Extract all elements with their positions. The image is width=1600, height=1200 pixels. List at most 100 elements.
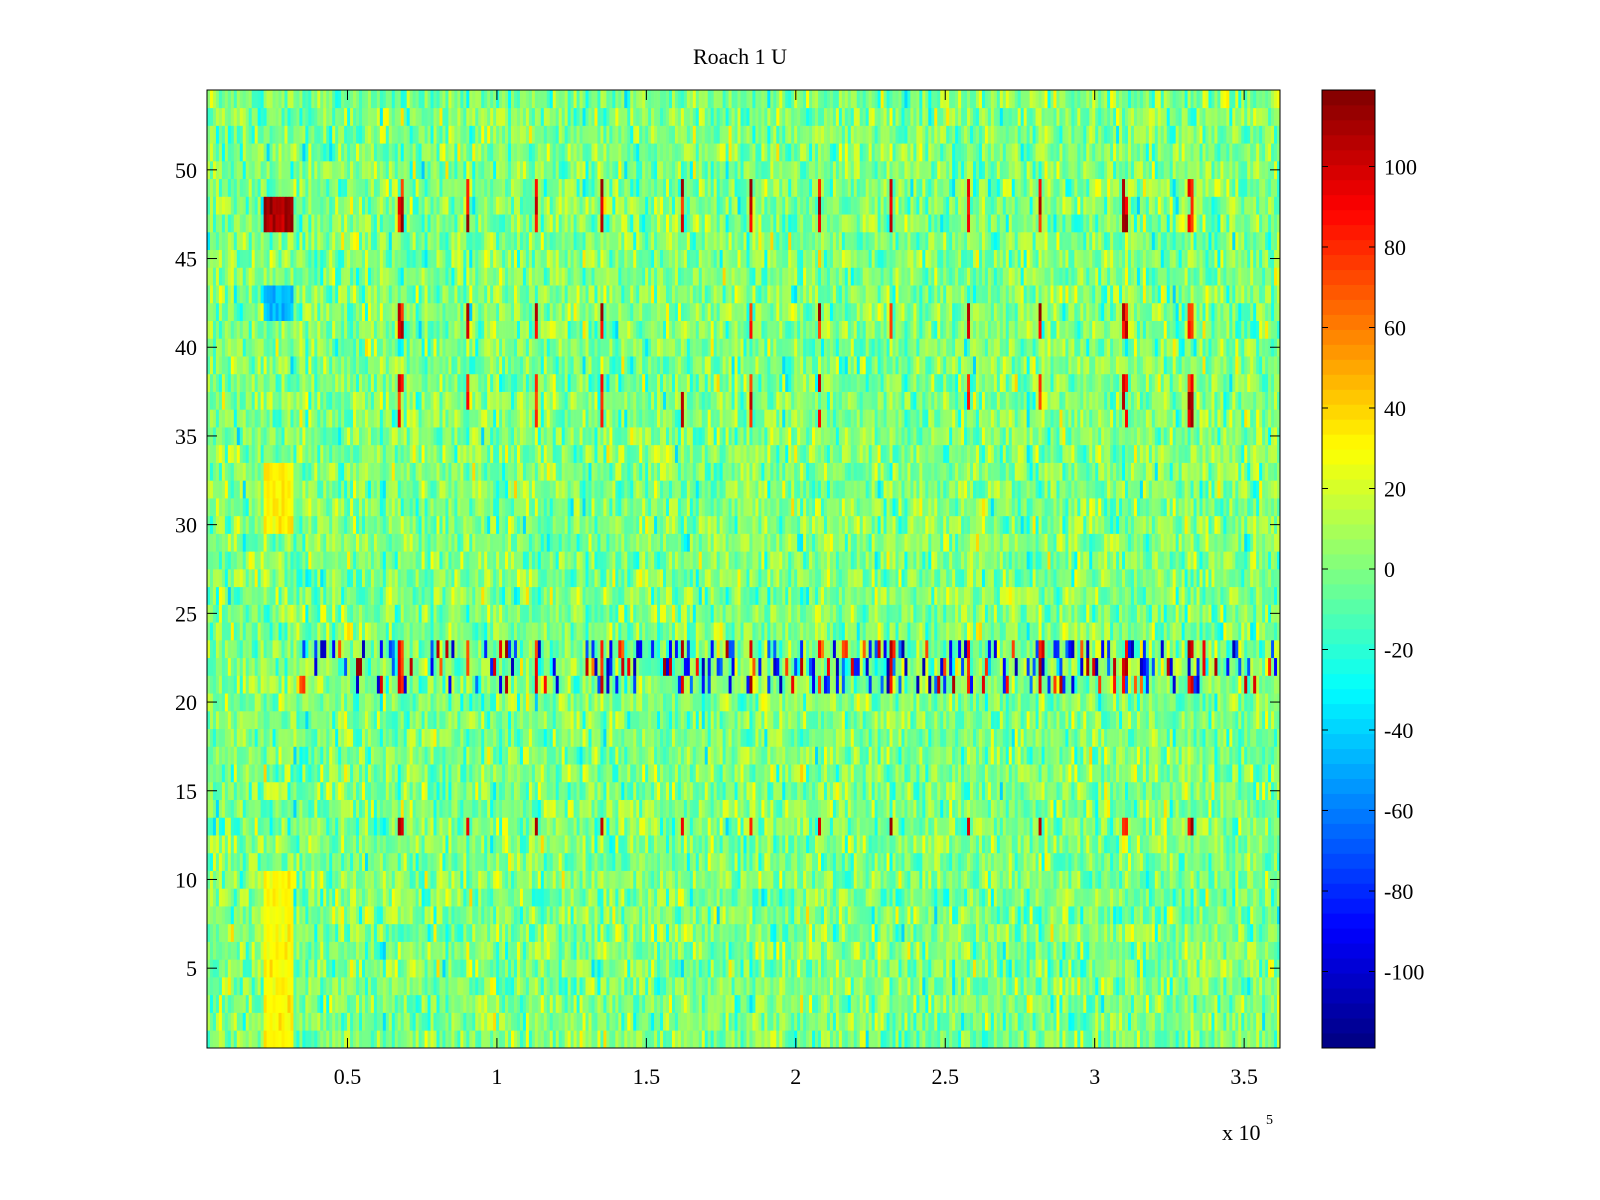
heatmap-cell: [919, 977, 923, 996]
heatmap-cell: [1196, 852, 1200, 871]
heatmap-cell: [1077, 870, 1081, 889]
heatmap-cell: [433, 941, 437, 960]
heatmap-cell: [764, 906, 768, 925]
heatmap-cell: [829, 994, 834, 1013]
heatmap-cell: [692, 1012, 697, 1031]
heatmap-cell: [761, 888, 765, 907]
heatmap-cell: [1011, 941, 1016, 960]
heatmap-cell: [305, 799, 309, 818]
heatmap-cell: [469, 977, 473, 996]
heatmap-cell: [666, 835, 670, 854]
heatmap-cell: [1127, 1030, 1132, 1049]
heatmap-cell: [391, 923, 396, 942]
heatmap-cell: [463, 888, 467, 907]
heatmap-cell: [508, 852, 512, 871]
heatmap-cell: [835, 1012, 840, 1031]
heatmap-cell: [1220, 1030, 1224, 1049]
heatmap-cell: [838, 870, 843, 889]
heatmap-cell: [251, 994, 256, 1013]
heatmap-cell: [1205, 1030, 1209, 1049]
heatmap-cell: [412, 852, 416, 871]
heatmap-cell: [224, 852, 229, 871]
heatmap-cell: [1199, 870, 1203, 889]
heatmap-cell: [549, 994, 554, 1013]
heatmap-cell: [686, 852, 691, 871]
heatmap-cell: [546, 994, 551, 1013]
heatmap-cell: [1062, 941, 1066, 960]
heatmap-cell: [856, 906, 861, 925]
heatmap-cell: [975, 1012, 980, 1031]
heatmap-cell: [806, 852, 810, 871]
heatmap-cell: [561, 835, 566, 854]
heatmap-cell: [1217, 852, 1221, 871]
heatmap-cell: [1157, 888, 1162, 907]
heatmap-cell: [1017, 870, 1022, 889]
heatmap-cell: [925, 799, 929, 818]
heatmap-cell: [221, 977, 226, 996]
heatmap-cell: [454, 941, 458, 960]
heatmap-cell: [1196, 1030, 1200, 1049]
heatmap-cell: [496, 977, 500, 996]
heatmap-cell: [1068, 1012, 1072, 1031]
heatmap-cell: [227, 1030, 232, 1049]
heatmap-cell: [278, 870, 282, 889]
heatmap-cell: [776, 870, 780, 889]
heatmap-cell: [987, 959, 992, 978]
heatmap-cell: [1050, 888, 1054, 907]
heatmap-cell: [493, 906, 497, 925]
heatmap-cell: [940, 888, 944, 907]
heatmap-cell: [454, 977, 458, 996]
heatmap-cell: [1032, 870, 1036, 889]
heatmap-cell: [525, 870, 530, 889]
heatmap-cell: [1068, 994, 1072, 1013]
heatmap-cell: [1157, 959, 1162, 978]
heatmap-cell: [1148, 906, 1153, 925]
heatmap-cell: [326, 1030, 330, 1049]
heatmap-cell: [519, 870, 524, 889]
heatmap-cell: [391, 941, 396, 960]
heatmap-cell: [630, 959, 634, 978]
heatmap-cell: [636, 906, 640, 925]
heatmap-cell: [344, 870, 348, 889]
heatmap-cell: [1002, 959, 1007, 978]
heatmap-cell: [221, 941, 226, 960]
heatmap-cell: [1223, 906, 1227, 925]
heatmap-cell: [496, 870, 500, 889]
heatmap-cell: [832, 1030, 837, 1049]
heatmap-cell: [421, 977, 425, 996]
heatmap-cell: [481, 959, 485, 978]
heatmap-cell: [636, 959, 640, 978]
heatmap-cell: [1020, 888, 1025, 907]
heatmap-cell: [663, 906, 667, 925]
heatmap-cell: [1008, 1012, 1013, 1031]
heatmap-cell: [427, 923, 431, 942]
heatmap-cell: [1229, 1030, 1233, 1049]
heatmap-cell: [505, 977, 509, 996]
heatmap-cell: [412, 835, 416, 854]
heatmap-cell: [832, 994, 837, 1013]
heatmap-cell: [862, 1030, 867, 1049]
heatmap-cell: [511, 1012, 515, 1031]
heatmap-cell: [633, 959, 637, 978]
heatmap-cell: [734, 888, 738, 907]
heatmap-cell: [472, 941, 476, 960]
heatmap-cell: [850, 817, 855, 836]
heatmap-cell: [540, 959, 545, 978]
heatmap-cell: [373, 941, 378, 960]
heatmap-cell: [215, 888, 220, 907]
heatmap-cell: [958, 923, 962, 942]
heatmap-cell: [606, 888, 610, 907]
heatmap-cell: [782, 977, 786, 996]
heatmap-cell: [606, 941, 610, 960]
heatmap-cell: [207, 994, 211, 1013]
heatmap-cell: [758, 817, 762, 836]
heatmap-cell: [931, 994, 935, 1013]
heatmap-cell: [964, 835, 968, 854]
heatmap-cell: [591, 923, 595, 942]
heatmap-cell: [412, 799, 416, 818]
heatmap-cell: [335, 835, 339, 854]
heatmap-cell: [666, 799, 670, 818]
heatmap-cell: [1125, 906, 1129, 925]
heatmap-cell: [350, 835, 354, 854]
heatmap-cell: [296, 923, 300, 942]
